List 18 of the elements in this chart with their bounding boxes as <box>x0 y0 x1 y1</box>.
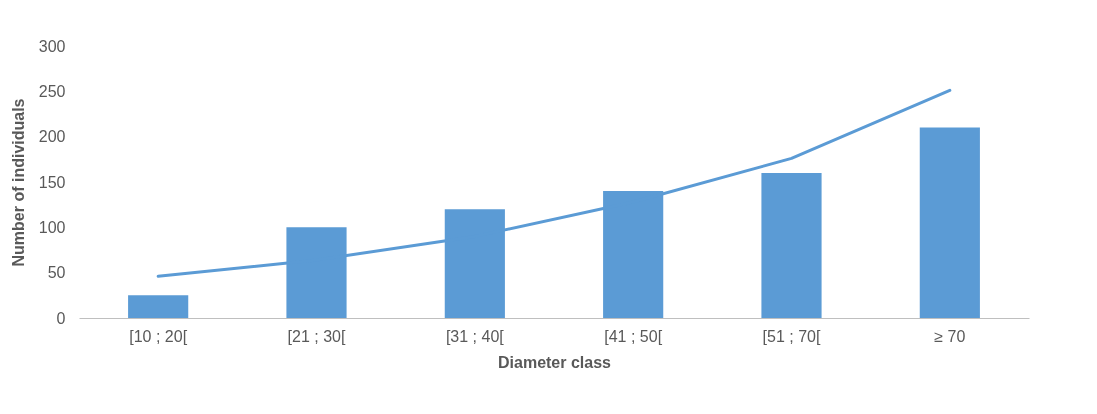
bar <box>128 295 189 318</box>
bar <box>761 172 822 318</box>
x-tick-label: [10 ; 20[ <box>129 327 188 345</box>
x-tick-label: [21 ; 30[ <box>287 327 346 345</box>
y-tick-label: 50 <box>47 264 66 282</box>
y-tick-label: 300 <box>38 37 66 55</box>
y-tick-label: 0 <box>56 309 66 327</box>
x-axis-title: Diameter class <box>498 353 612 371</box>
y-tick-label: 250 <box>38 82 66 100</box>
x-tick-label: [41 ; 50[ <box>604 327 663 345</box>
bar <box>919 127 980 318</box>
y-tick-label: 150 <box>38 173 66 191</box>
x-tick-label: [51 ; 70[ <box>762 327 821 345</box>
x-tick-label: [31 ; 40[ <box>445 327 505 345</box>
y-tick-label: 100 <box>38 218 66 236</box>
x-tick-label: ≥ 70 <box>934 327 966 345</box>
y-axis-title: Number of individuals <box>9 98 27 267</box>
y-tick-label: 200 <box>38 128 66 146</box>
